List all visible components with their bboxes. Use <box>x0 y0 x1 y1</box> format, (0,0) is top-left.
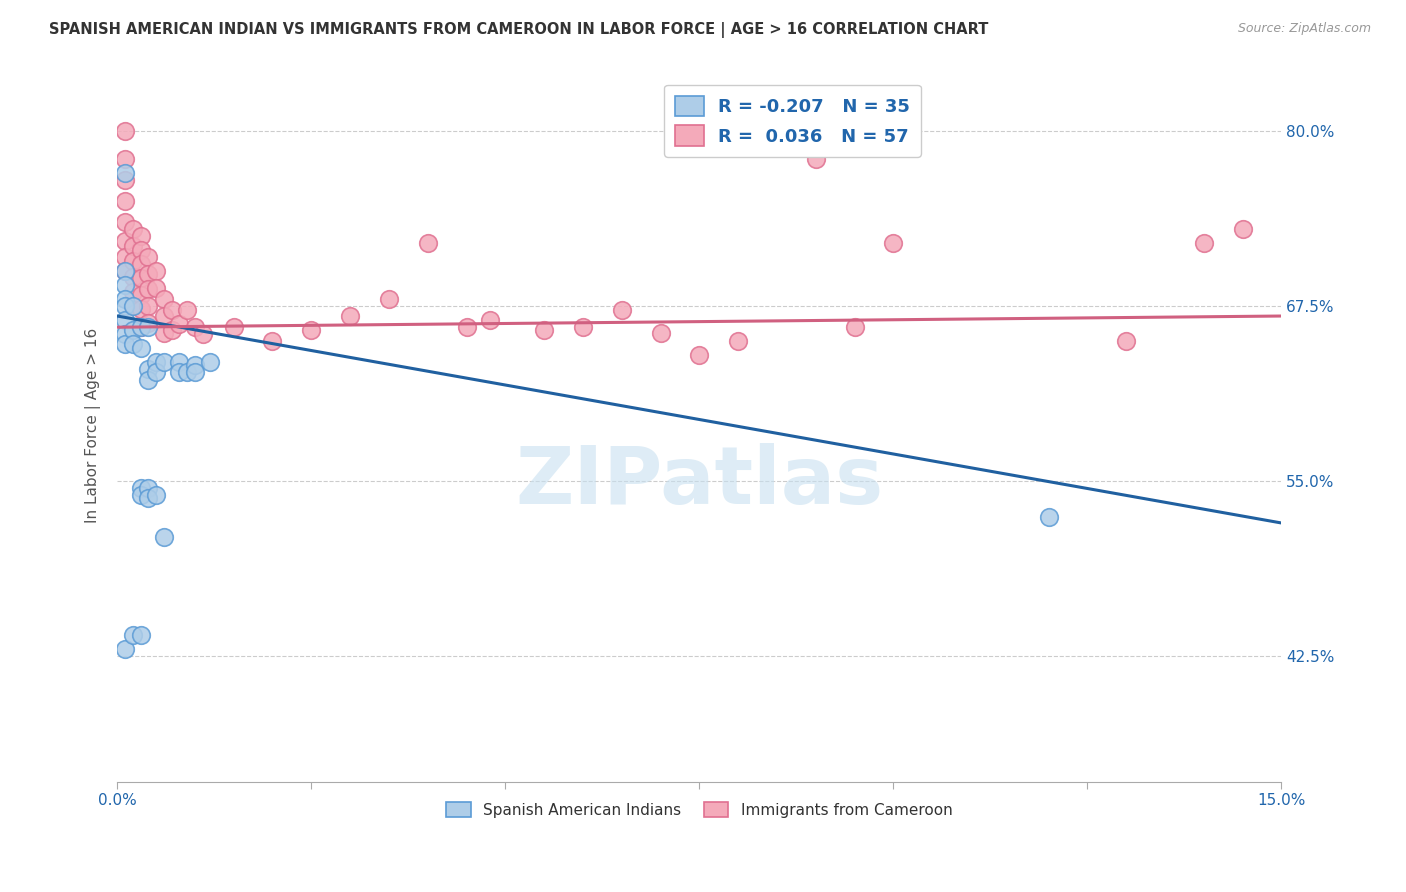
Point <box>378 292 401 306</box>
Point <box>339 309 361 323</box>
Point <box>1115 334 1137 349</box>
Point <box>145 488 167 502</box>
Point <box>416 236 439 251</box>
Point <box>129 301 152 316</box>
Point <box>121 269 143 284</box>
Point <box>121 337 143 351</box>
Point <box>129 229 152 244</box>
Point <box>136 299 159 313</box>
Point <box>650 326 672 340</box>
Point <box>114 173 136 187</box>
Point <box>136 316 159 330</box>
Point <box>121 299 143 313</box>
Point <box>169 318 191 332</box>
Point <box>145 264 167 278</box>
Point <box>153 355 176 369</box>
Point <box>129 488 152 502</box>
Point <box>572 320 595 334</box>
Point <box>145 355 167 369</box>
Point <box>169 355 191 369</box>
Point <box>114 124 136 138</box>
Point <box>136 373 159 387</box>
Point <box>129 628 152 642</box>
Point <box>114 299 136 313</box>
Point <box>129 244 152 258</box>
Point <box>727 334 749 349</box>
Point <box>1232 222 1254 236</box>
Point <box>184 320 207 334</box>
Point <box>299 323 322 337</box>
Text: ZIPatlas: ZIPatlas <box>515 443 883 521</box>
Text: Source: ZipAtlas.com: Source: ZipAtlas.com <box>1237 22 1371 36</box>
Point <box>160 303 183 318</box>
Point <box>121 323 143 337</box>
Point <box>129 320 152 334</box>
Point <box>1192 236 1215 251</box>
Point <box>114 278 136 293</box>
Point <box>882 236 904 251</box>
Point <box>136 283 159 297</box>
Point <box>688 348 710 362</box>
Point <box>160 323 183 337</box>
Point <box>114 264 136 278</box>
Point <box>262 334 284 349</box>
Point <box>114 313 136 327</box>
Point <box>176 303 198 318</box>
Point <box>121 222 143 236</box>
Point <box>456 320 478 334</box>
Point <box>804 153 827 167</box>
Point <box>1038 510 1060 524</box>
Y-axis label: In Labor Force | Age > 16: In Labor Force | Age > 16 <box>86 327 101 523</box>
Point <box>129 288 152 302</box>
Point <box>129 341 152 355</box>
Point <box>121 254 143 268</box>
Point <box>121 285 143 300</box>
Point <box>129 481 152 495</box>
Point <box>114 153 136 167</box>
Point <box>191 327 214 342</box>
Point <box>153 530 176 544</box>
Point <box>533 323 555 337</box>
Point <box>114 194 136 209</box>
Text: SPANISH AMERICAN INDIAN VS IMMIGRANTS FROM CAMEROON IN LABOR FORCE | AGE > 16 CO: SPANISH AMERICAN INDIAN VS IMMIGRANTS FR… <box>49 22 988 38</box>
Point <box>478 313 501 327</box>
Point <box>153 326 176 340</box>
Point <box>153 309 176 323</box>
Point <box>136 481 159 495</box>
Point <box>136 250 159 264</box>
Point <box>610 303 633 318</box>
Point <box>136 491 159 505</box>
Point <box>200 355 222 369</box>
Point <box>176 365 198 379</box>
Point <box>136 320 159 334</box>
Point <box>136 362 159 376</box>
Point <box>114 337 136 351</box>
Point <box>114 250 136 264</box>
Point <box>145 281 167 295</box>
Point <box>114 234 136 248</box>
Point <box>184 358 207 372</box>
Point <box>129 320 152 334</box>
Point <box>222 320 245 334</box>
Point <box>136 267 159 281</box>
Point <box>121 628 143 642</box>
Point <box>153 292 176 306</box>
Point <box>129 257 152 271</box>
Point <box>145 365 167 379</box>
Legend: Spanish American Indians, Immigrants from Cameroon: Spanish American Indians, Immigrants fro… <box>439 794 960 825</box>
Point <box>114 215 136 229</box>
Point <box>114 327 136 342</box>
Point <box>114 641 136 656</box>
Point <box>114 264 136 278</box>
Point <box>114 166 136 180</box>
Point <box>114 292 136 306</box>
Point <box>844 320 866 334</box>
Point <box>169 365 191 379</box>
Point <box>184 365 207 379</box>
Point <box>121 299 143 313</box>
Point <box>129 271 152 285</box>
Point <box>121 239 143 253</box>
